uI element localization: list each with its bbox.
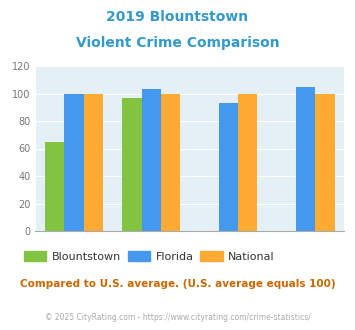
Text: Violent Crime Comparison: Violent Crime Comparison bbox=[76, 36, 279, 50]
Bar bbox=[142, 89, 161, 231]
Bar bbox=[296, 86, 315, 231]
Text: 2019 Blountstown: 2019 Blountstown bbox=[106, 10, 248, 24]
Text: Compared to U.S. average. (U.S. average equals 100): Compared to U.S. average. (U.S. average … bbox=[20, 279, 335, 289]
Bar bbox=[45, 142, 65, 231]
Bar bbox=[84, 93, 103, 231]
Legend: Blountstown, Florida, National: Blountstown, Florida, National bbox=[20, 247, 279, 266]
Bar bbox=[122, 98, 142, 231]
Bar bbox=[161, 93, 180, 231]
Bar bbox=[219, 103, 238, 231]
Bar bbox=[315, 93, 335, 231]
Bar bbox=[65, 93, 84, 231]
Text: © 2025 CityRating.com - https://www.cityrating.com/crime-statistics/: © 2025 CityRating.com - https://www.city… bbox=[45, 314, 310, 322]
Bar bbox=[238, 93, 257, 231]
